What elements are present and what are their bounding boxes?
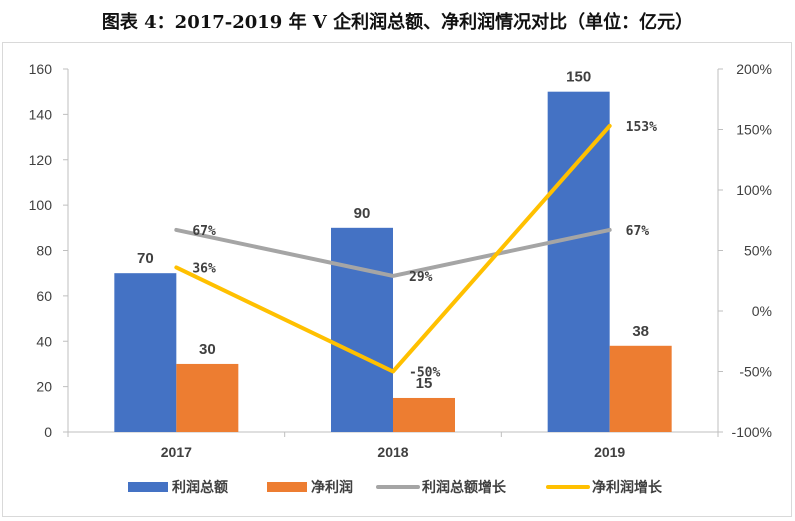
bar-value-label: 90 [354,205,371,222]
line-net-growth [174,123,612,374]
x-tick-label: 2019 [594,444,625,460]
left-tick-label: 80 [36,243,52,259]
bars [114,91,672,432]
bar-value-label: 30 [199,341,216,358]
bar-net-profit [393,397,455,432]
legend-label: 利润总额增长 [422,479,507,496]
legend-label: 净利润 [311,479,353,496]
line-point-label: 29% [409,270,433,285]
right-tick-label: 0% [752,303,772,319]
right-tick-label: -100% [732,424,772,440]
left-tick-label: 60 [36,288,52,304]
bar-net-profit [609,345,672,432]
growth-lines [174,123,612,374]
bar-total-profit [114,273,177,432]
bar-net-profit [176,363,239,432]
right-tick-label: -50% [739,364,772,380]
bar-total-profit [547,91,610,432]
legend-label: 利润总额 [172,479,228,496]
left-tick-label: 0 [44,424,52,440]
bar-value-label: 15 [416,375,433,392]
line-point-label: 67% [626,224,650,239]
line-point-label: 36% [192,261,216,276]
legend-label: 净利润增长 [592,479,663,496]
legend: 利润总额 净利润 利润总额增长 净利润增长 [128,479,663,496]
legend-swatch [267,482,307,492]
left-tick-label: 100 [29,197,53,213]
right-tick-label: 200% [736,61,772,77]
left-tick-label: 120 [29,152,53,168]
left-tick-label: 20 [36,379,52,395]
data-labels: 70 90 150 30 15 38 67% 29% 67% 36% -50% 153% [137,69,657,392]
left-tick-label: 40 [36,333,52,349]
chart-frame [2,42,792,517]
right-tick-label: 100% [736,182,772,198]
x-tick-label: 2018 [377,444,408,460]
bar-total-profit [331,227,393,432]
line-point-label: -50% [409,366,440,381]
line-point-label: 67% [192,224,216,239]
x-tick-label: 2017 [161,444,192,460]
bar-value-label: 150 [566,69,591,86]
line-total-growth [174,227,612,278]
left-tick-label: 140 [29,106,53,122]
chart-title: 图表 4：2017-2019 年 V 企利润总额、净利润情况对比（单位：亿元） [101,12,694,33]
left-tick-label: 160 [29,61,53,77]
line-point-label: 153% [626,120,657,135]
right-tick-label: 50% [744,243,772,259]
bar-value-label: 70 [137,250,154,267]
right-tick-label: 150% [736,122,772,138]
bar-value-label: 38 [632,323,649,340]
legend-swatch [128,482,168,492]
